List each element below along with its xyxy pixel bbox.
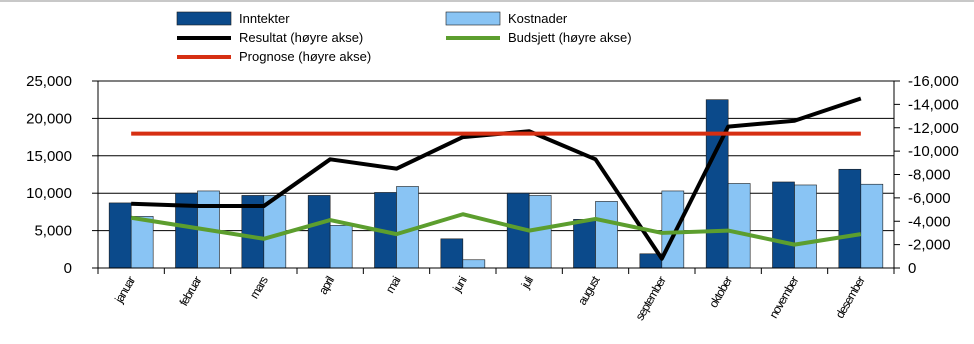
right-axis-tick-label: -14,000	[908, 96, 959, 113]
legend-swatch	[176, 11, 232, 26]
right-axis-tick-label: -12,000	[908, 120, 959, 137]
x-axis-category-label: mai	[383, 274, 403, 295]
bar-inntekter	[705, 99, 729, 269]
legend-item: Prognose (høyre akse)	[177, 49, 371, 64]
bar-inntekter	[307, 195, 331, 269]
right-axis-tick-label: -8,000	[908, 167, 951, 184]
bar-inntekter	[440, 238, 464, 269]
bar-inntekter	[838, 168, 862, 269]
right-axis-tick-label: -2,000	[908, 237, 951, 254]
x-axis-category-label: november	[766, 274, 801, 321]
left-axis-tick-label: 10,000	[26, 185, 72, 202]
bar-inntekter	[108, 202, 132, 269]
right-axis-tick-label: -16,000	[908, 73, 959, 90]
bar-inntekter	[573, 219, 596, 269]
legend-label: Budsjett (høyre akse)	[508, 30, 632, 45]
x-axis-category-label: desember	[833, 274, 868, 321]
legend: Inntekter Kostnader Resultat (høyre akse) B…	[176, 11, 632, 64]
bar-kostnader	[595, 201, 618, 269]
legend-swatch	[445, 11, 501, 26]
x-axis-category-label: februar	[176, 274, 204, 309]
right-axis-tick-label: -10,000	[908, 143, 959, 160]
x-axis-category-label: juli	[518, 274, 536, 291]
left-axis-tick-label: 5,000	[34, 223, 72, 240]
right-axis-tick-label: -6,000	[908, 190, 951, 207]
legend-label: Inntekter	[239, 11, 290, 26]
lines-layer	[130, 96, 862, 261]
bars-layer	[108, 99, 884, 269]
x-axis-category-label: april	[316, 274, 337, 297]
bar-kostnader	[860, 183, 884, 269]
bar-kostnader	[727, 183, 751, 269]
legend-label: Resultat (høyre akse)	[239, 30, 363, 45]
right-axis-tick-label: 0	[908, 260, 916, 277]
bar-kostnader	[329, 225, 353, 269]
legend-item: Resultat (høyre akse)	[177, 30, 363, 45]
legend-item: Budsjett (høyre akse)	[446, 30, 632, 45]
left-axis-tick-label: 15,000	[26, 148, 72, 165]
bar-kostnader	[130, 216, 154, 269]
x-axis-category-label: september	[632, 274, 668, 323]
legend-item: Kostnader	[445, 11, 568, 26]
x-axis-category-label: mars	[247, 274, 271, 301]
left-axis-tick-label: 20,000	[26, 110, 72, 127]
line-series	[130, 212, 862, 247]
left-axis-tick-label: 25,000	[26, 73, 72, 90]
x-axis-category-label: januar	[111, 274, 138, 306]
x-axis-category-label: juni	[449, 274, 469, 295]
legend-item: Inntekter	[176, 11, 290, 26]
legend-label: Prognose (høyre akse)	[239, 49, 371, 64]
bar-kostnader	[462, 259, 486, 269]
x-axis-category-label: august	[575, 273, 603, 307]
left-axis-tick-label: 0	[64, 260, 72, 277]
right-axis-tick-label: -4,000	[908, 213, 951, 230]
bar-inntekter	[772, 181, 795, 269]
legend-label: Kostnader	[508, 11, 568, 26]
bar-kostnader	[794, 184, 817, 269]
x-axis-category-label: oktober	[706, 274, 735, 310]
